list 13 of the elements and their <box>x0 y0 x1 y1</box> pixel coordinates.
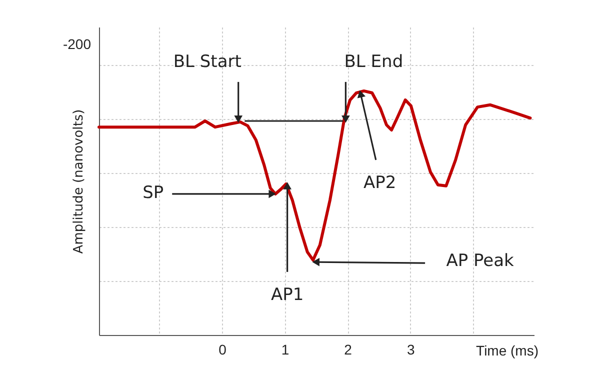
annotation: BL End <box>344 52 404 72</box>
x-tick-label: 3 <box>406 342 415 358</box>
x-tick-label: 0 <box>218 342 227 358</box>
annotation: SP <box>142 182 164 203</box>
annotation: AP1 <box>270 284 304 305</box>
y-axis-title: Amplitude (nanovolts) <box>72 109 86 254</box>
annotation: BL Start <box>173 52 242 72</box>
x-tick-label: 1 <box>281 342 290 358</box>
annotation: AP Peak <box>446 251 514 272</box>
x-axis-title: Time (ms) <box>476 342 538 358</box>
text: -200 <box>62 36 92 52</box>
x-tick-label: 2 <box>344 342 352 358</box>
annotation: AP2 <box>364 172 396 193</box>
